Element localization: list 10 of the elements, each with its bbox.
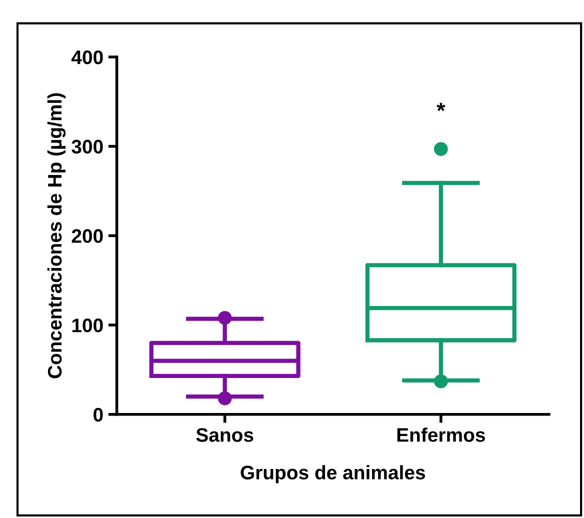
y-tick-label: 100 (72, 318, 103, 332)
y-tick-label: 200 (72, 229, 103, 243)
y-tick-label: 0 (94, 408, 103, 422)
x-tick-label: Sanos (196, 428, 254, 442)
y-tick-label: 300 (72, 140, 103, 154)
x-axis-title: Grupos de animales (240, 465, 426, 484)
y-tick-label: 400 (71, 50, 103, 64)
y-axis-title: Concentraciones de Hp (µg/ml) (47, 93, 66, 378)
x-tick-label: Enfermos (397, 428, 485, 442)
annotation: * (436, 102, 446, 112)
